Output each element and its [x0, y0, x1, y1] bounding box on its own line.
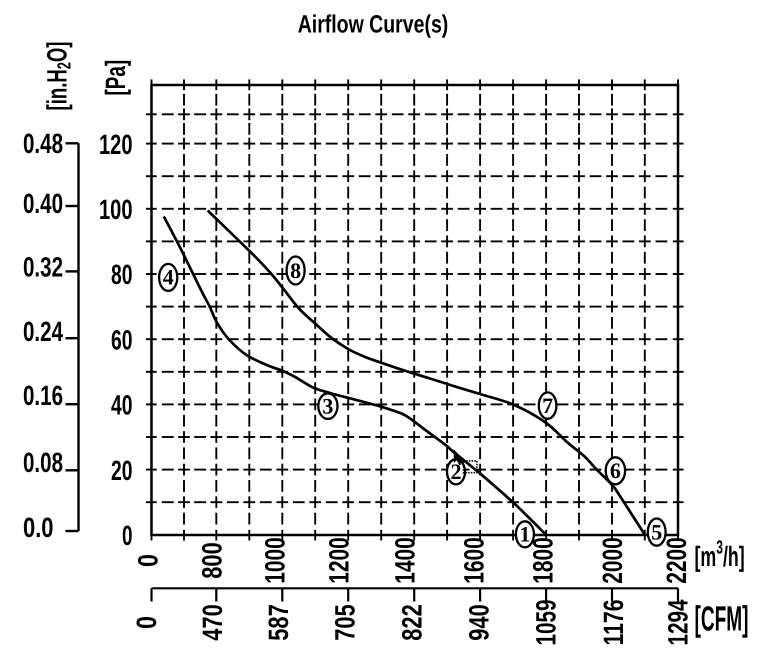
svg-text:705: 705: [329, 604, 360, 641]
svg-text:940: 940: [463, 604, 494, 641]
svg-text:8: 8: [290, 258, 301, 283]
svg-text:Airflow Curve(s): Airflow Curve(s): [298, 11, 449, 39]
svg-text:0.08: 0.08: [23, 447, 63, 478]
svg-text:0.48: 0.48: [23, 128, 63, 159]
svg-text:470: 470: [197, 604, 228, 641]
svg-text:4: 4: [163, 265, 174, 290]
svg-text:40: 40: [111, 390, 133, 421]
svg-text:1200: 1200: [323, 537, 354, 584]
svg-text:60: 60: [111, 324, 133, 355]
svg-text:120: 120: [99, 129, 133, 160]
svg-text:80: 80: [111, 259, 133, 290]
svg-text:0: 0: [131, 616, 162, 629]
svg-text:1800: 1800: [527, 537, 558, 584]
svg-text:2200: 2200: [661, 537, 692, 584]
svg-text:6: 6: [610, 458, 621, 483]
svg-text:0: 0: [133, 554, 164, 567]
svg-text:1000: 1000: [260, 537, 291, 584]
svg-text:1059: 1059: [530, 600, 561, 646]
svg-text:[Pa]: [Pa]: [100, 60, 131, 96]
svg-text:100: 100: [99, 194, 133, 225]
svg-text:587: 587: [263, 604, 294, 641]
svg-text:20: 20: [111, 455, 133, 486]
svg-text:1: 1: [519, 522, 530, 547]
svg-text:0.24: 0.24: [23, 316, 63, 347]
svg-text:822: 822: [396, 604, 427, 641]
svg-text:3: 3: [322, 393, 333, 418]
svg-text:1600: 1600: [458, 537, 489, 584]
svg-text:7: 7: [542, 393, 553, 418]
svg-text:1400: 1400: [389, 537, 420, 584]
svg-text:5: 5: [651, 519, 662, 544]
svg-text:1294: 1294: [662, 599, 693, 645]
svg-text:2: 2: [451, 459, 462, 484]
svg-text:0: 0: [122, 520, 133, 551]
svg-text:0.40: 0.40: [23, 188, 63, 219]
svg-text:2000: 2000: [597, 537, 628, 584]
svg-text:0.16: 0.16: [23, 380, 63, 411]
svg-text:[CFM]: [CFM]: [695, 600, 749, 639]
svg-text:[in.H2O]: [in.H2O]: [42, 42, 76, 111]
svg-text:0.0: 0.0: [23, 512, 54, 543]
svg-text:1176: 1176: [598, 600, 629, 646]
svg-text:800: 800: [197, 542, 228, 579]
svg-text:0.32: 0.32: [23, 251, 63, 282]
